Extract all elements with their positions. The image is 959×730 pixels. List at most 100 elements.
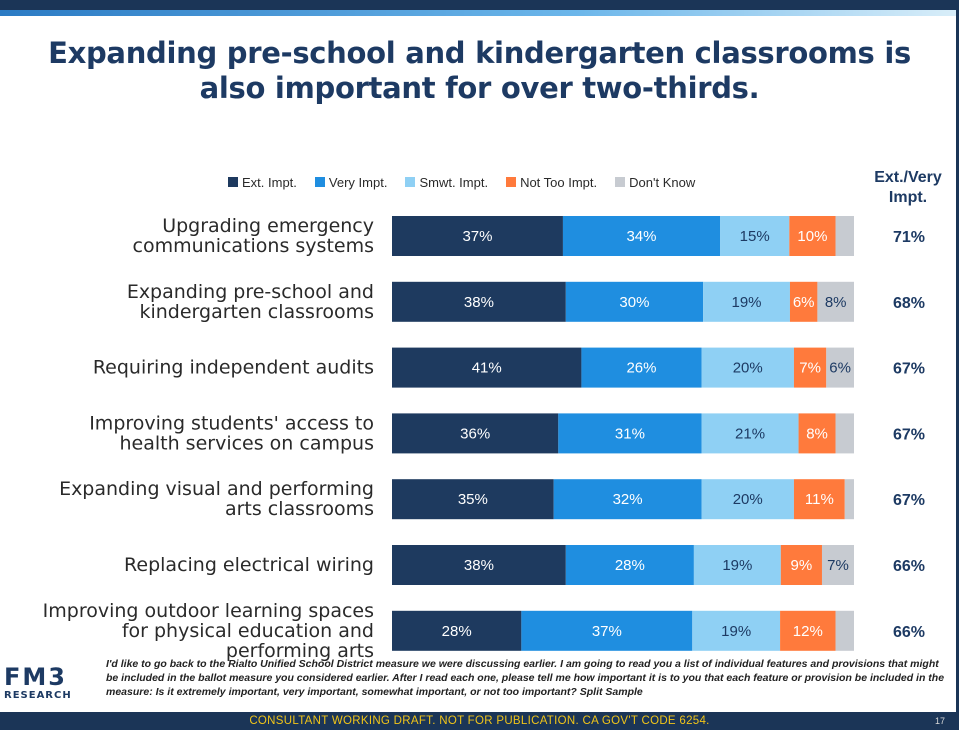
bar-segment-not-too <box>798 413 836 454</box>
row-label: Requiring independent audits <box>93 357 374 379</box>
bar-segment-not-too <box>789 216 836 256</box>
legend-swatch-very <box>314 177 325 187</box>
bar-value-label: 8% <box>825 294 847 311</box>
bar-value-label: 38% <box>464 557 494 574</box>
summary-value: 66% <box>893 558 925 575</box>
bar-segment-not-too <box>793 479 845 520</box>
slide-title-line-1: Expanding pre-school and kindergarten cl… <box>48 36 911 70</box>
bar-segment-smwt <box>703 281 790 322</box>
row-label: Upgrading emergency communications system… <box>133 215 374 257</box>
bar-segment-very <box>565 545 694 585</box>
bar-value-label: 19% <box>721 623 751 640</box>
top-stripe <box>0 0 959 10</box>
bar-value-label: 31% <box>615 425 645 442</box>
footer-disclaimer: CONSULTANT WORKING DRAFT. NOT FOR PUBLIC… <box>249 715 710 727</box>
summary-header-line-2: Impt. <box>888 189 928 206</box>
row-label-line: for physical education and <box>122 620 374 642</box>
page-edge <box>956 0 959 730</box>
bar-value-label: 7% <box>827 557 849 574</box>
bar-segment-very <box>565 281 704 322</box>
row-label-line: arts classrooms <box>225 498 374 520</box>
legend-item-very: Very Impt. <box>314 174 388 190</box>
bar-segment-not-too <box>789 281 818 322</box>
bar-segment-ext <box>392 216 563 256</box>
logo-main-text: FM3 <box>4 663 67 691</box>
bar-segment-dont-know <box>817 281 854 322</box>
bar-segment-not-too <box>780 610 836 651</box>
bar-segment-smwt <box>720 216 790 256</box>
summary-value: 71% <box>893 229 925 246</box>
summary-column-header: Ext./Very Impt. <box>858 168 958 208</box>
bar-value-label: 11% <box>805 491 834 508</box>
summary-value: 66% <box>893 624 925 641</box>
bar-value-label: 37% <box>592 623 622 640</box>
legend-swatch-ext <box>228 177 238 187</box>
legend-swatch-not-too <box>506 177 517 187</box>
legend-item-dont-know: Don't Know <box>615 175 695 190</box>
legend-label-dont-know: Don't Know <box>629 174 696 190</box>
row-label: Improving outdoor learning spaces for phy… <box>43 600 374 662</box>
bar-segment-dont-know <box>835 610 854 651</box>
legend-label-very: Very Impt. <box>328 174 388 190</box>
row-label-line: performing arts <box>226 640 374 662</box>
bar-value-label: 15% <box>740 228 770 245</box>
bar-value-label: 6% <box>829 360 851 377</box>
logo-sub-text: RESEARCH <box>4 690 72 701</box>
bar-segment-ext <box>392 347 582 388</box>
row-label: Expanding pre-school and kindergarten cla… <box>127 281 374 323</box>
bar-value-label: 21% <box>735 425 765 442</box>
bar-value-label: 41% <box>472 360 502 377</box>
bar-value-label: 28% <box>615 557 645 574</box>
row-label: Replacing electrical wiring <box>124 554 374 576</box>
bar-value-label: 9% <box>791 557 813 574</box>
bar-segment-dont-know <box>835 216 854 256</box>
summary-value: 67% <box>893 361 925 378</box>
row-label-line: Expanding pre-school and <box>127 281 374 303</box>
bar-segment-dont-know <box>844 479 854 520</box>
bar-segment-smwt <box>701 479 794 520</box>
bar-value-label: 34% <box>626 228 656 245</box>
bar-segment-ext <box>392 479 554 520</box>
bar-value-label: 26% <box>626 360 656 377</box>
bar-segment-smwt <box>692 610 781 651</box>
bar-segment-smwt <box>701 413 799 454</box>
bar-segment-not-too <box>780 545 822 585</box>
row-label-line: Upgrading emergency <box>162 215 374 237</box>
fm3-logo: FM3 RESEARCH <box>4 664 104 702</box>
bar-segment-very <box>521 610 693 651</box>
row-label-line: Expanding visual and performing <box>59 478 374 500</box>
bar-value-label: 28% <box>442 623 472 640</box>
bar-value-label: 38% <box>464 294 494 311</box>
bar-segment-ext <box>392 413 559 454</box>
summary-value: 67% <box>893 426 925 443</box>
summary-header-line-1: Ext./Very <box>874 169 942 186</box>
legend-swatch-dont-know <box>615 177 626 187</box>
legend-item-not-too: Not Too Impt. <box>506 175 597 190</box>
bar-value-label: 19% <box>731 294 761 311</box>
bar-value-label: 19% <box>722 557 752 574</box>
survey-question-footnote: I'd like to go back to the Rialto Unifie… <box>106 658 945 698</box>
bar-segment-dont-know <box>835 413 854 454</box>
summary-value: 68% <box>893 295 925 312</box>
bar-segment-smwt <box>693 545 781 585</box>
bar-value-label: 7% <box>799 360 821 377</box>
legend-item-smwt: Smwt. Impt. <box>405 175 488 190</box>
bar-value-label: 30% <box>619 294 649 311</box>
bar-value-label: 6% <box>793 294 815 311</box>
top-accent-stripe <box>0 10 959 16</box>
row-label-line: Improving students' access to <box>89 412 374 434</box>
bar-value-label: 20% <box>733 491 763 508</box>
bar-value-label: 8% <box>806 425 828 442</box>
row-label-line: Improving outdoor learning spaces <box>43 600 374 622</box>
legend-label-ext: Ext. Impt. <box>242 174 297 190</box>
row-label-line: Replacing electrical wiring <box>124 554 374 576</box>
row-label-line: health services on campus <box>120 432 375 454</box>
bar-segment-very <box>562 216 721 256</box>
bar-value-label: 37% <box>462 228 492 245</box>
slide-title: Expanding pre-school and kindergarten cl… <box>0 36 959 106</box>
row-label-line: kindergarten classrooms <box>139 301 374 323</box>
row-label-line: communications systems <box>133 235 374 257</box>
row-label-line: Requiring independent audits <box>93 357 374 379</box>
legend-label-not-too: Not Too Impt. <box>520 174 598 190</box>
